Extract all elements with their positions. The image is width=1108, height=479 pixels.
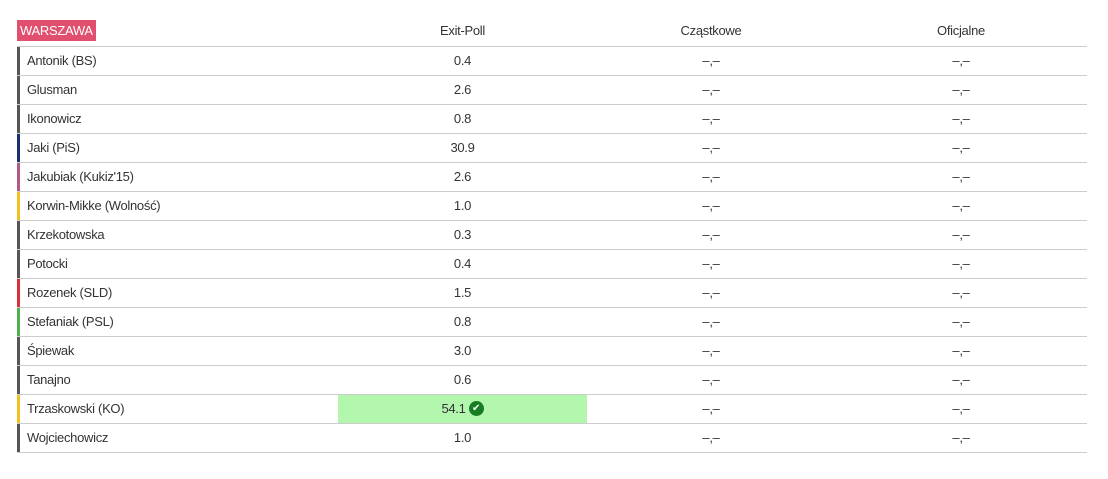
exit-poll-value: 0.3 bbox=[453, 227, 472, 242]
exit-poll-value: 0.8 bbox=[453, 314, 472, 329]
table-row: Stefaniak (PSL) 0.8 –,– –,– bbox=[17, 308, 1087, 337]
column-exit-poll: Exit-Poll bbox=[440, 23, 485, 38]
candidate-name: Glusman bbox=[17, 76, 338, 104]
official-value: –,– bbox=[952, 372, 970, 387]
table-row: Śpiewak 3.0 –,– –,– bbox=[17, 337, 1087, 366]
exit-poll-cell: 1.5 bbox=[338, 279, 587, 307]
candidate-name: Krzekotowska bbox=[17, 221, 338, 249]
exit-poll-value: 3.0 bbox=[453, 343, 472, 358]
table-row: Rozenek (SLD) 1.5 –,– –,– bbox=[17, 279, 1087, 308]
exit-poll-value: 1.0 bbox=[453, 430, 472, 445]
exit-poll-cell: 0.6 bbox=[338, 366, 587, 394]
official-value: –,– bbox=[952, 343, 970, 358]
official-value: –,– bbox=[952, 256, 970, 271]
exit-poll-value: 54.1 bbox=[441, 401, 466, 416]
partial-value: –,– bbox=[702, 314, 720, 329]
exit-poll-value: 2.6 bbox=[453, 169, 472, 184]
candidate-name: Ikonowicz bbox=[17, 105, 338, 133]
exit-poll-cell: 54.1 ✔ bbox=[338, 395, 587, 423]
table-row: Glusman 2.6 –,– –,– bbox=[17, 76, 1087, 105]
candidate-name: Korwin-Mikke (Wolność) bbox=[17, 192, 338, 220]
exit-poll-value: 0.4 bbox=[453, 256, 472, 271]
candidate-name: Tanajno bbox=[17, 366, 338, 394]
partial-value: –,– bbox=[702, 198, 720, 213]
table-row: Jaki (PiS) 30.9 –,– –,– bbox=[17, 134, 1087, 163]
exit-poll-cell: 2.6 bbox=[338, 163, 587, 191]
partial-value: –,– bbox=[702, 53, 720, 68]
exit-poll-value: 0.4 bbox=[453, 53, 472, 68]
candidate-name: Trzaskowski (KO) bbox=[17, 395, 338, 423]
official-value: –,– bbox=[952, 53, 970, 68]
partial-value: –,– bbox=[702, 82, 720, 97]
table-row: Tanajno 0.6 –,– –,– bbox=[17, 366, 1087, 395]
exit-poll-value: 1.0 bbox=[453, 198, 472, 213]
candidate-name: Jakubiak (Kukiz'15) bbox=[17, 163, 338, 191]
official-value: –,– bbox=[952, 401, 970, 416]
check-circle-icon: ✔ bbox=[468, 400, 484, 416]
table-row: Jakubiak (Kukiz'15) 2.6 –,– –,– bbox=[17, 163, 1087, 192]
partial-value: –,– bbox=[702, 372, 720, 387]
exit-poll-cell: 1.0 bbox=[338, 424, 587, 452]
exit-poll-cell: 0.8 bbox=[338, 308, 587, 336]
table-row: Trzaskowski (KO) 54.1 ✔ –,– –,– bbox=[17, 395, 1087, 424]
exit-poll-cell: 2.6 bbox=[338, 76, 587, 104]
candidate-name: Rozenek (SLD) bbox=[17, 279, 338, 307]
table-row: Potocki 0.4 –,– –,– bbox=[17, 250, 1087, 279]
column-partial: Cząstkowe bbox=[680, 23, 742, 38]
exit-poll-value: 0.6 bbox=[453, 372, 472, 387]
table-row: Krzekotowska 0.3 –,– –,– bbox=[17, 221, 1087, 250]
official-value: –,– bbox=[952, 430, 970, 445]
candidate-name: Śpiewak bbox=[17, 337, 338, 365]
partial-value: –,– bbox=[702, 430, 720, 445]
table-row: Antonik (BS) 0.4 –,– –,– bbox=[17, 47, 1087, 76]
exit-poll-value: 0.8 bbox=[453, 111, 472, 126]
partial-value: –,– bbox=[702, 285, 720, 300]
candidate-name: Jaki (PiS) bbox=[17, 134, 338, 162]
official-value: –,– bbox=[952, 198, 970, 213]
exit-poll-cell: 0.8 bbox=[338, 105, 587, 133]
region-badge: WARSZAWA bbox=[17, 20, 96, 41]
partial-value: –,– bbox=[702, 169, 720, 184]
exit-poll-cell: 0.3 bbox=[338, 221, 587, 249]
official-value: –,– bbox=[952, 169, 970, 184]
partial-value: –,– bbox=[702, 401, 720, 416]
official-value: –,– bbox=[952, 111, 970, 126]
candidate-name: Antonik (BS) bbox=[17, 47, 338, 75]
exit-poll-value: 30.9 bbox=[450, 140, 475, 155]
official-value: –,– bbox=[952, 314, 970, 329]
official-value: –,– bbox=[952, 82, 970, 97]
table-row: Ikonowicz 0.8 –,– –,– bbox=[17, 105, 1087, 134]
partial-value: –,– bbox=[702, 140, 720, 155]
exit-poll-cell: 30.9 bbox=[338, 134, 587, 162]
exit-poll-value: 2.6 bbox=[453, 82, 472, 97]
candidate-name: Stefaniak (PSL) bbox=[17, 308, 338, 336]
partial-value: –,– bbox=[702, 256, 720, 271]
table-row: Korwin-Mikke (Wolność) 1.0 –,– –,– bbox=[17, 192, 1087, 221]
results-table: WARSZAWA Exit-Poll Cząstkowe Oficjalne A… bbox=[17, 15, 1087, 453]
exit-poll-cell: 0.4 bbox=[338, 47, 587, 75]
candidate-name: Potocki bbox=[17, 250, 338, 278]
official-value: –,– bbox=[952, 285, 970, 300]
official-value: –,– bbox=[952, 227, 970, 242]
candidate-name: Wojciechowicz bbox=[17, 424, 338, 452]
exit-poll-value: 1.5 bbox=[453, 285, 472, 300]
partial-value: –,– bbox=[702, 111, 720, 126]
partial-value: –,– bbox=[702, 227, 720, 242]
table-row: Wojciechowicz 1.0 –,– –,– bbox=[17, 424, 1087, 453]
exit-poll-cell: 1.0 bbox=[338, 192, 587, 220]
table-header: WARSZAWA Exit-Poll Cząstkowe Oficjalne bbox=[17, 15, 1087, 47]
official-value: –,– bbox=[952, 140, 970, 155]
partial-value: –,– bbox=[702, 343, 720, 358]
exit-poll-cell: 3.0 bbox=[338, 337, 587, 365]
column-official: Oficjalne bbox=[937, 23, 985, 38]
exit-poll-cell: 0.4 bbox=[338, 250, 587, 278]
